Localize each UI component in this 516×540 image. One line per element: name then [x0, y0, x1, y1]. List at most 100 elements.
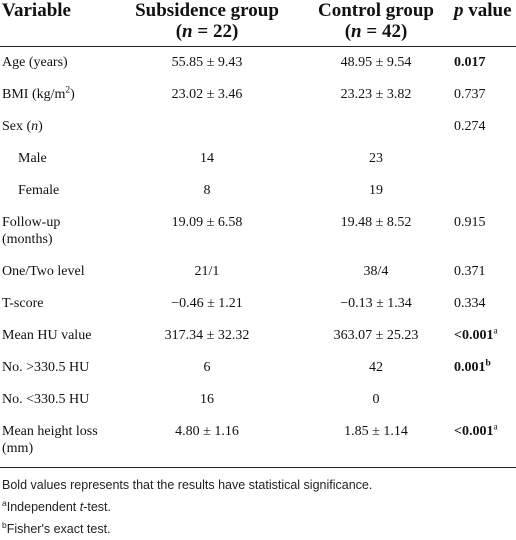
table-body: Age (years) 55.85 ± 9.43 48.95 ± 9.54 0.017…	[0, 47, 516, 468]
table-cell: <0.001a	[450, 416, 516, 468]
text-segment: Bold values represents that the results …	[2, 478, 373, 492]
text-segment: n	[351, 21, 362, 42]
text-segment: <0.001	[454, 328, 494, 343]
table-row: Sex (n) 0.274	[0, 111, 516, 143]
table-cell: 38/4	[363, 264, 389, 279]
table-row: No. >330.5 HU 6 42 0.001b	[0, 352, 516, 384]
table-cell	[450, 384, 516, 416]
table-cell: 0	[372, 392, 380, 407]
table-cell: 317.34 ± 32.32	[164, 328, 250, 343]
table-cell: Female	[18, 183, 60, 198]
table-cell: 42	[369, 360, 383, 375]
header-row: Variable Subsidence group (n = 22) Control …	[0, 0, 516, 47]
table-cell	[302, 111, 450, 143]
table-row: One/Two level 21/1 38/4 0.371	[0, 256, 516, 288]
text-segment: )	[38, 119, 43, 134]
header-cell: Subsidence group (n = 22)	[112, 0, 302, 47]
text-segment: = 42)	[361, 21, 408, 42]
header-cell: Control group (n = 42)	[302, 0, 450, 47]
text-segment: Control group	[318, 0, 434, 21]
table-cell: −0.13 ± 1.34	[340, 296, 412, 311]
text-segment: = 22)	[192, 21, 239, 42]
table-row: No. <330.5 HU 16 0	[0, 384, 516, 416]
text-segment: (	[344, 21, 352, 42]
table-cell: 19	[369, 183, 383, 198]
text-segment: Subsidence group	[135, 0, 279, 21]
table-cell: Mean HU value	[2, 328, 92, 343]
table-header: Variable Subsidence group (n = 22) Control …	[0, 0, 516, 47]
text-segment: value	[463, 0, 512, 21]
text-segment: a	[493, 326, 498, 337]
table-row: Mean height loss (mm) 4.80 ± 1.16 1.85 ± 1…	[0, 416, 516, 468]
table-cell: 1.85 ± 1.14	[302, 416, 450, 468]
text-segment: n	[31, 119, 39, 134]
text-segment: -test.	[83, 500, 112, 514]
footnote: Bold values represents that the results …	[2, 474, 516, 496]
footnote: aIndependent t-test.	[2, 496, 516, 518]
table-cell: 4.80 ± 1.16	[112, 416, 302, 468]
footnotes: Bold values represents that the results …	[0, 468, 516, 540]
footnote: bFisher's exact test.	[2, 518, 516, 540]
table-cell: 0.334	[454, 296, 486, 311]
table-row: BMI (kg/m2) 23.02 ± 3.46 23.23 ± 3.82 0.737	[0, 79, 516, 111]
table-cell: 21/1	[194, 264, 220, 279]
table-cell: 23.23 ± 3.82	[340, 87, 412, 102]
table-cell	[450, 143, 516, 175]
table-cell	[450, 175, 516, 207]
table-cell: 19.09 ± 6.58	[171, 215, 243, 230]
table-cell: 14	[200, 151, 214, 166]
text-segment: p	[454, 0, 464, 21]
table-cell: 23.02 ± 3.46	[171, 87, 243, 102]
data-table: Variable Subsidence group (n = 22) Control …	[0, 0, 516, 468]
text-segment: t	[79, 500, 84, 514]
table-cell: 19.48 ± 8.52	[340, 215, 412, 230]
header-cell: p value	[450, 0, 516, 47]
table-cell: No. <330.5 HU	[2, 392, 90, 407]
table-cell: 23	[369, 151, 383, 166]
table-cell: Sex (n)	[0, 111, 112, 143]
text-segment: 0.001	[454, 360, 486, 375]
table-cell: 8	[203, 183, 211, 198]
table-cell: 0.737	[454, 87, 486, 102]
table-cell: −0.46 ± 1.21	[171, 296, 243, 311]
table-cell: One/Two level	[2, 264, 85, 279]
text-segment: Fisher's exact test.	[6, 522, 111, 536]
text-segment: a	[2, 497, 7, 508]
table-cell: 55.85 ± 9.43	[171, 55, 243, 70]
text-segment: Independent	[6, 500, 80, 514]
table-cell: No. >330.5 HU	[2, 360, 90, 375]
text-segment: )	[70, 87, 75, 102]
table-cell: T-score	[2, 296, 44, 311]
table-cell: 0.001b	[450, 352, 516, 384]
table-row: T-score −0.46 ± 1.21 −0.13 ± 1.34 0.334	[0, 288, 516, 320]
text-segment: Sex (	[2, 119, 32, 134]
table-cell: 0.915	[454, 215, 486, 230]
text-segment: a	[493, 422, 498, 433]
table-cell: Follow-up (months)	[2, 215, 61, 247]
table-row: Age (years) 55.85 ± 9.43 48.95 ± 9.54 0.017	[0, 47, 516, 80]
text-segment: 2	[65, 85, 71, 96]
table-cell	[112, 111, 302, 143]
table-row: Female 8 19	[0, 175, 516, 207]
text-segment: b	[485, 358, 491, 369]
table-cell: 0.371	[454, 264, 486, 279]
header-cell: Variable	[0, 0, 112, 47]
table-row: Male 14 23	[0, 143, 516, 175]
table-cell: 16	[200, 392, 214, 407]
table-cell: Age (years)	[2, 55, 68, 70]
table-cell: 0.274	[454, 119, 486, 134]
table-cell: Male	[18, 151, 47, 166]
table-row: Follow-up (months) 19.09 ± 6.58 19.48 ± 8.…	[0, 207, 516, 256]
table-cell: BMI (kg/m2)	[0, 79, 112, 111]
text-segment: (	[175, 21, 183, 42]
table-cell: 363.07 ± 25.23	[333, 328, 419, 343]
text-segment: <0.001	[454, 424, 494, 439]
table-cell: Mean height loss (mm)	[0, 416, 112, 468]
table-cell: 6	[203, 360, 211, 375]
table-cell: 0.017	[450, 47, 516, 80]
table-row: Mean HU value 317.34 ± 32.32 363.07 ± 25.2…	[0, 320, 516, 352]
table-cell: 48.95 ± 9.54	[340, 55, 412, 70]
text-segment: Variable	[2, 0, 71, 21]
text-segment: 0.017	[454, 55, 486, 70]
